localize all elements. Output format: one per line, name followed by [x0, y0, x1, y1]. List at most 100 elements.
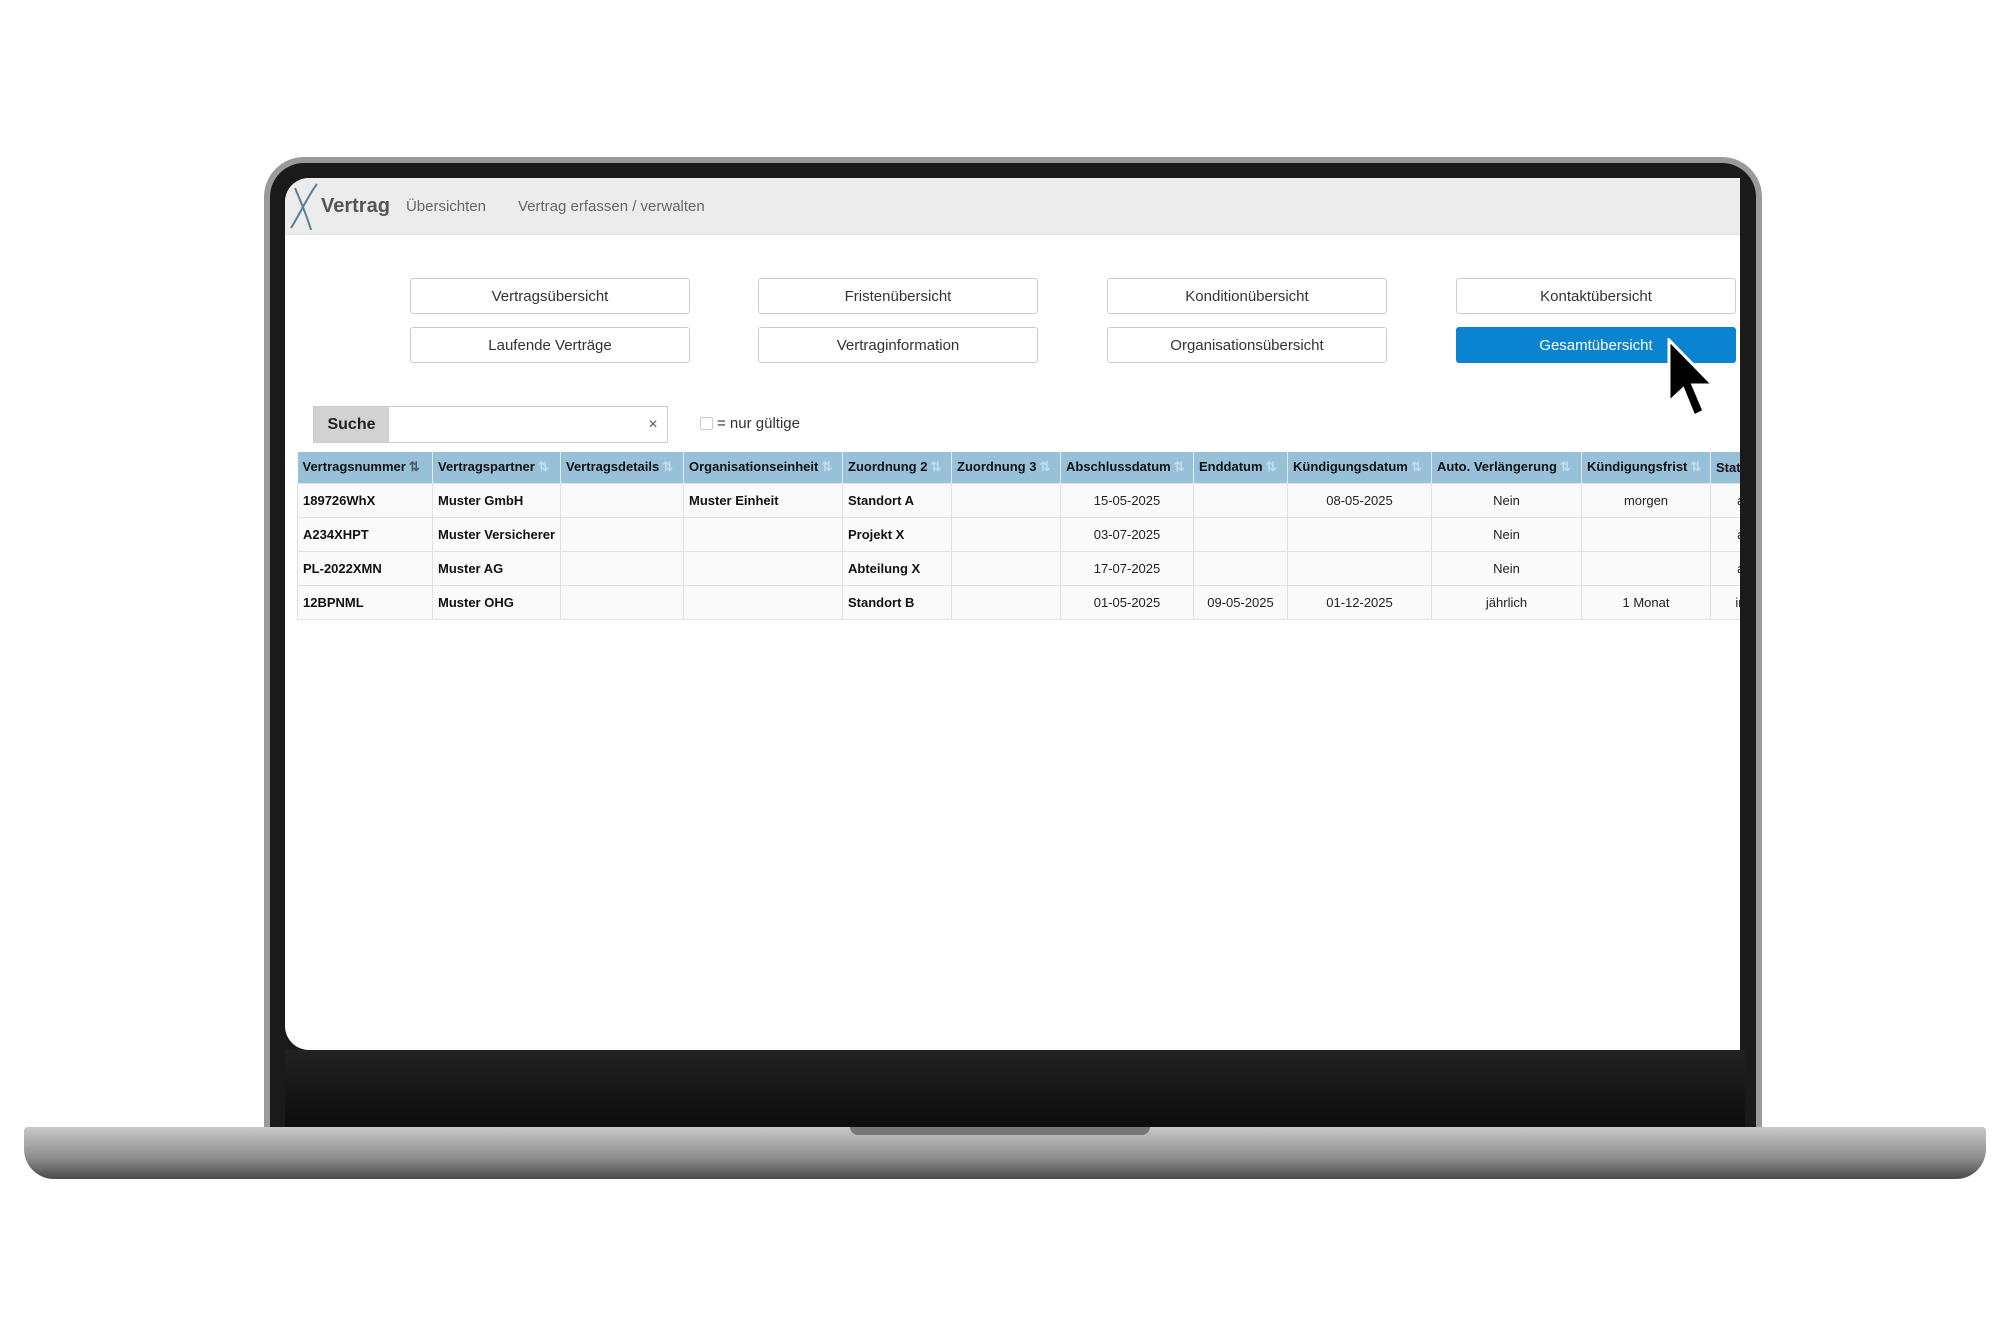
table-cell — [560, 584, 684, 620]
column-label: Vertragsdetails — [566, 459, 660, 475]
table-cell: 17-07-2025 — [1060, 550, 1194, 586]
table-cell: A234XHPT — [297, 516, 433, 552]
table-cell: morgen — [1581, 482, 1711, 518]
table-cell: 189726WhX — [297, 482, 433, 518]
table-cell: 03-07-2025 — [1060, 516, 1194, 552]
filter-valid-only[interactable]: = nur gültige — [700, 415, 800, 432]
btn-laufende-vertraege[interactable]: Laufende Verträge — [410, 327, 690, 363]
table-cell: Muster GmbH — [432, 482, 561, 518]
table-cell: Muster OHG — [432, 584, 561, 620]
table-cell — [560, 516, 684, 552]
btn-vertragsuebersicht[interactable]: Vertragsübersicht — [410, 278, 690, 314]
column-label: Vertragsnummer — [302, 459, 406, 475]
table-row[interactable]: PL-2022XMN Muster AG Abteilung X 17-07-2025… — [297, 550, 1740, 586]
column-header[interactable]: Organisationseinheit ⇅ — [683, 452, 843, 483]
sort-icon[interactable]: ⇅ — [821, 459, 833, 475]
btn-gesamtuebersicht[interactable]: Gesamtübersicht — [1456, 327, 1736, 363]
table-cell: 15-05-2025 — [1060, 482, 1194, 518]
sort-icon[interactable]: ⇅ — [1559, 459, 1571, 475]
table-cell — [951, 482, 1061, 518]
table-row[interactable]: 189726WhX Muster GmbH Muster Einheit Stando… — [297, 482, 1740, 518]
column-header[interactable]: Vertragspartner ⇅ — [432, 452, 561, 483]
table-cell: 12BPNML — [297, 584, 433, 620]
column-header[interactable]: Auto. Verlängerung ⇅ — [1431, 452, 1582, 483]
column-header[interactable]: Kündigungsdatum ⇅ — [1287, 452, 1432, 483]
table-cell: ina — [1710, 584, 1740, 620]
top-nav: Vertrag Übersichten Vertrag erfassen / v… — [285, 178, 1740, 235]
table-cell — [951, 550, 1061, 586]
table-cell — [1193, 482, 1288, 518]
column-header[interactable]: Vertragsdetails ⇅ — [560, 452, 684, 483]
table-cell: Nein — [1431, 516, 1582, 552]
table-cell: Muster AG — [432, 550, 561, 586]
clear-icon[interactable]: × — [648, 415, 658, 433]
search-input[interactable] — [389, 407, 639, 442]
column-label: Stat — [1716, 459, 1740, 475]
column-header[interactable]: Stat — [1710, 452, 1740, 483]
laptop-base — [24, 1127, 1986, 1179]
table-cell — [1287, 516, 1432, 552]
search-label: Suche — [314, 407, 389, 442]
table-cell — [1193, 516, 1288, 552]
table-cell — [951, 516, 1061, 552]
btn-kontaktuebersicht[interactable]: Kontaktübersicht — [1456, 278, 1736, 314]
column-header[interactable]: Kündigungsfrist ⇅ — [1581, 452, 1711, 483]
app-screen: Vertrag Übersichten Vertrag erfassen / v… — [285, 178, 1740, 1050]
sort-icon[interactable]: ⇅ — [1039, 459, 1051, 475]
column-label: Auto. Verlängerung — [1437, 459, 1557, 475]
logo-x-icon — [290, 182, 318, 230]
sort-icon[interactable]: ⇅ — [408, 459, 420, 475]
column-header[interactable]: Vertragsnummer ⇅ — [297, 452, 433, 483]
table-cell: 01-05-2025 — [1060, 584, 1194, 620]
checkbox[interactable] — [700, 417, 713, 430]
table-cell: ak — [1710, 550, 1740, 586]
table-cell: 01-12-2025 — [1287, 584, 1432, 620]
table-row[interactable]: 12BPNML Muster OHG Standort B 01-05-2025 09-… — [297, 584, 1740, 620]
laptop-notch — [850, 1127, 1150, 1135]
table-cell — [683, 516, 843, 552]
table-cell: jährlich — [1431, 584, 1582, 620]
column-header[interactable]: Enddatum ⇅ — [1193, 452, 1288, 483]
laptop-bezel — [285, 1050, 1745, 1130]
table-row[interactable]: A234XHPT Muster Versicherer Projekt X 03-07… — [297, 516, 1740, 552]
btn-konditionuebersicht[interactable]: Konditionübersicht — [1107, 278, 1387, 314]
table-cell — [1581, 516, 1711, 552]
mouse-cursor-icon — [1667, 338, 1717, 419]
table-cell — [1193, 550, 1288, 586]
table-cell — [560, 550, 684, 586]
table-cell: Projekt X — [842, 516, 952, 552]
sort-icon[interactable]: ⇅ — [662, 459, 674, 475]
btn-vertraginformation[interactable]: Vertraginformation — [758, 327, 1038, 363]
column-label: Enddatum — [1199, 459, 1263, 475]
table-cell: 09-05-2025 — [1193, 584, 1288, 620]
nav-vertrag-erfassen[interactable]: Vertrag erfassen / verwalten — [517, 197, 705, 215]
column-label: Zuordnung 3 — [957, 459, 1037, 475]
table-cell: 08-05-2025 — [1287, 482, 1432, 518]
table-cell: Muster Versicherer — [432, 516, 561, 552]
column-label: Organisationseinheit — [689, 459, 819, 475]
btn-fristenuebersicht[interactable]: Fristenübersicht — [758, 278, 1038, 314]
column-header[interactable]: Zuordnung 3 ⇅ — [951, 452, 1061, 483]
column-header[interactable]: Abschlussdatum ⇅ — [1060, 452, 1194, 483]
sort-icon[interactable]: ⇅ — [1265, 459, 1277, 475]
table-cell: 1 Monat — [1581, 584, 1711, 620]
sort-icon[interactable]: ⇅ — [930, 459, 942, 475]
sort-icon[interactable]: ⇅ — [1410, 459, 1422, 475]
sort-icon[interactable]: ⇅ — [537, 459, 549, 475]
table-cell — [683, 550, 843, 586]
logo[interactable]: Vertrag — [287, 178, 390, 235]
table-cell: Abteilung X — [842, 550, 952, 586]
table-cell: Standort B — [842, 584, 952, 620]
btn-organisationsuebersicht[interactable]: Organisationsübersicht — [1107, 327, 1387, 363]
sort-icon[interactable]: ⇅ — [1690, 459, 1702, 475]
nav-uebersichten[interactable]: Übersichten — [405, 197, 486, 215]
sort-icon[interactable]: ⇅ — [1173, 459, 1185, 475]
table-cell — [1287, 550, 1432, 586]
table-cell: Muster Einheit — [683, 482, 843, 518]
filter-label: = nur gültige — [717, 415, 800, 432]
table-cell: Standort A — [842, 482, 952, 518]
table-cell — [560, 482, 684, 518]
column-header[interactable]: Zuordnung 2 ⇅ — [842, 452, 952, 483]
table-cell: ak — [1710, 482, 1740, 518]
column-label: Vertragspartner — [438, 459, 535, 475]
